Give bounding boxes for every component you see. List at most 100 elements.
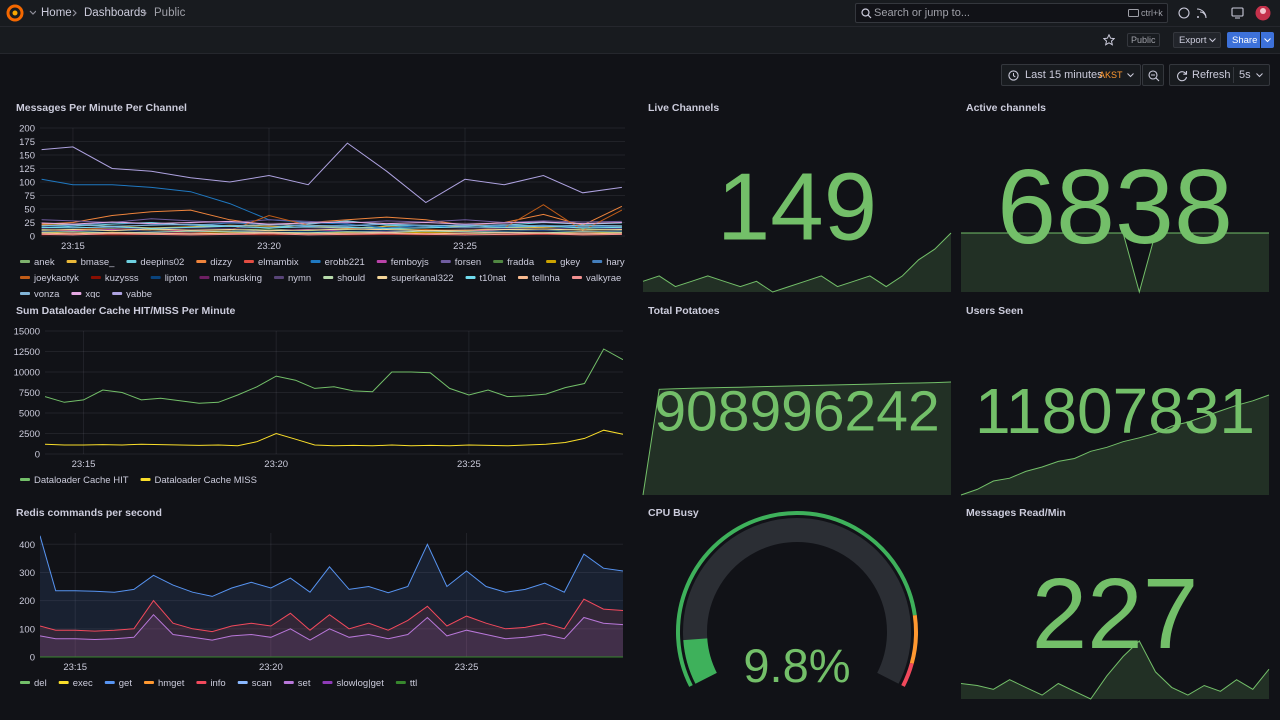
share-button[interactable]: Share	[1227, 32, 1260, 48]
legend-swatch	[71, 292, 82, 295]
y-tick-label: 100	[19, 178, 35, 189]
share-dropdown[interactable]	[1261, 32, 1274, 48]
gauge-threshold	[909, 614, 918, 664]
legend-swatch	[237, 681, 248, 684]
panel-background	[640, 95, 954, 293]
series-line	[41, 223, 622, 227]
legend-item[interactable]: scan	[237, 678, 272, 689]
legend-item[interactable]: markusking	[199, 273, 262, 284]
legend-item[interactable]: set	[283, 678, 311, 689]
legend-label: yabbe	[126, 289, 152, 300]
time-range-picker[interactable]: Last 15 minutes AKST	[1001, 64, 1141, 86]
legend-item[interactable]: del	[20, 678, 47, 689]
legend-item[interactable]: exec	[58, 678, 93, 689]
legend-item[interactable]: bmase_	[66, 257, 116, 268]
series-line	[41, 227, 622, 232]
legend-item[interactable]: gkey	[546, 257, 580, 268]
legend-item[interactable]: Dataloader Cache MISS	[140, 475, 257, 486]
refresh-interval: 5s	[1239, 69, 1251, 81]
refresh-picker[interactable]: Refresh 5s	[1169, 64, 1270, 86]
legend-item[interactable]: forsen	[440, 257, 481, 268]
export-button[interactable]: Export	[1173, 32, 1221, 48]
legend-item[interactable]: joeykaotyk	[20, 273, 79, 284]
panel: Messages Read/Min 227	[958, 500, 1272, 700]
nav-icons[interactable]	[1178, 6, 1278, 22]
legend-item[interactable]: lipton	[150, 273, 188, 284]
legend-item[interactable]: erobb221	[310, 257, 365, 268]
panel-title: CPU Busy	[648, 507, 699, 519]
sparkline-area	[643, 382, 951, 495]
legend-item[interactable]: vonza	[20, 289, 60, 300]
legend-item[interactable]: fradda	[493, 257, 535, 268]
legend-swatch	[66, 260, 77, 263]
search-box[interactable]: Search or jump to... ctrl+k	[855, 3, 1168, 23]
legend-item[interactable]: get	[104, 678, 133, 689]
legend-swatch	[199, 276, 210, 279]
y-tick-label: 7500	[19, 388, 40, 399]
refresh-label: Refresh	[1192, 69, 1231, 81]
y-tick-label: 0	[35, 450, 40, 461]
series-line	[40, 613, 623, 641]
legend-item[interactable]: ttl	[395, 678, 417, 689]
series-line	[45, 348, 623, 404]
y-tick-label: 175	[19, 137, 35, 148]
x-tick-label: 23:20	[264, 459, 288, 470]
legend-item[interactable]: hmget	[143, 678, 185, 689]
legend-item[interactable]: femboyjs	[376, 257, 429, 268]
legend-swatch	[310, 260, 321, 263]
legend-swatch	[150, 276, 161, 279]
zoom-out-button[interactable]	[1142, 64, 1164, 86]
y-tick-label: 0	[30, 653, 35, 664]
legend-item[interactable]: superkanal322	[377, 273, 454, 284]
legend-item[interactable]: elmambix	[243, 257, 299, 268]
series-line	[41, 221, 622, 228]
legend-item[interactable]: anek	[20, 257, 55, 268]
legend-label: tellnha	[532, 273, 561, 284]
panel-title: Live Channels	[648, 102, 719, 114]
legend-item[interactable]: info	[196, 678, 226, 689]
legend-item[interactable]: slowlog|get	[322, 678, 384, 689]
y-tick-label: 75	[24, 191, 35, 202]
legend-item[interactable]: hary	[592, 257, 625, 268]
legend-item[interactable]: deepins02	[126, 257, 184, 268]
series-line	[41, 232, 622, 235]
sparkline-area	[961, 395, 1269, 495]
legend-swatch	[20, 260, 30, 263]
breadcrumb[interactable]: Dashboards	[84, 7, 147, 19]
chevron	[1127, 73, 1134, 78]
panel: Total Potatoes 908996242	[640, 298, 954, 496]
sparkline-area	[961, 641, 1269, 699]
breadcrumb[interactable]: Home	[41, 7, 72, 19]
grafana-logo[interactable]	[6, 4, 36, 22]
panel-title: Messages Per Minute Per Channel	[16, 102, 187, 114]
legend-item[interactable]: xqc	[71, 289, 100, 300]
gauge-threshold	[676, 510, 917, 687]
y-tick-label: 0	[30, 232, 35, 243]
legend-item[interactable]: valkyrae	[571, 273, 621, 284]
legend-swatch	[20, 292, 30, 295]
y-tick-label: 300	[19, 568, 35, 579]
legend-item[interactable]: tellnha	[517, 273, 561, 284]
x-tick-label: 23:25	[455, 662, 479, 673]
chevron	[1209, 38, 1216, 43]
panel-title: Total Potatoes	[648, 305, 720, 317]
legend-item[interactable]: kuzysss	[90, 273, 139, 284]
y-tick-label: 12500	[14, 347, 40, 358]
legend-item[interactable]: t10nat	[465, 273, 507, 284]
y-tick-label: 125	[19, 164, 35, 175]
legend-item[interactable]: nymn	[273, 273, 311, 284]
series-line	[41, 220, 622, 229]
legend-item[interactable]: dizzy	[196, 257, 232, 268]
legend-swatch	[20, 681, 30, 684]
legend-label: elmambix	[258, 257, 299, 268]
series-line	[41, 233, 622, 236]
legend-label: del	[34, 678, 47, 689]
legend-item[interactable]: yabbe	[112, 289, 152, 300]
legend-item[interactable]: should	[323, 273, 365, 284]
y-tick-label: 25	[24, 218, 35, 229]
legend-item[interactable]: Dataloader Cache HIT	[20, 475, 129, 486]
legend-label: valkyrae	[586, 273, 621, 284]
star-button[interactable]	[1103, 34, 1115, 46]
sparkline	[960, 394, 1270, 496]
